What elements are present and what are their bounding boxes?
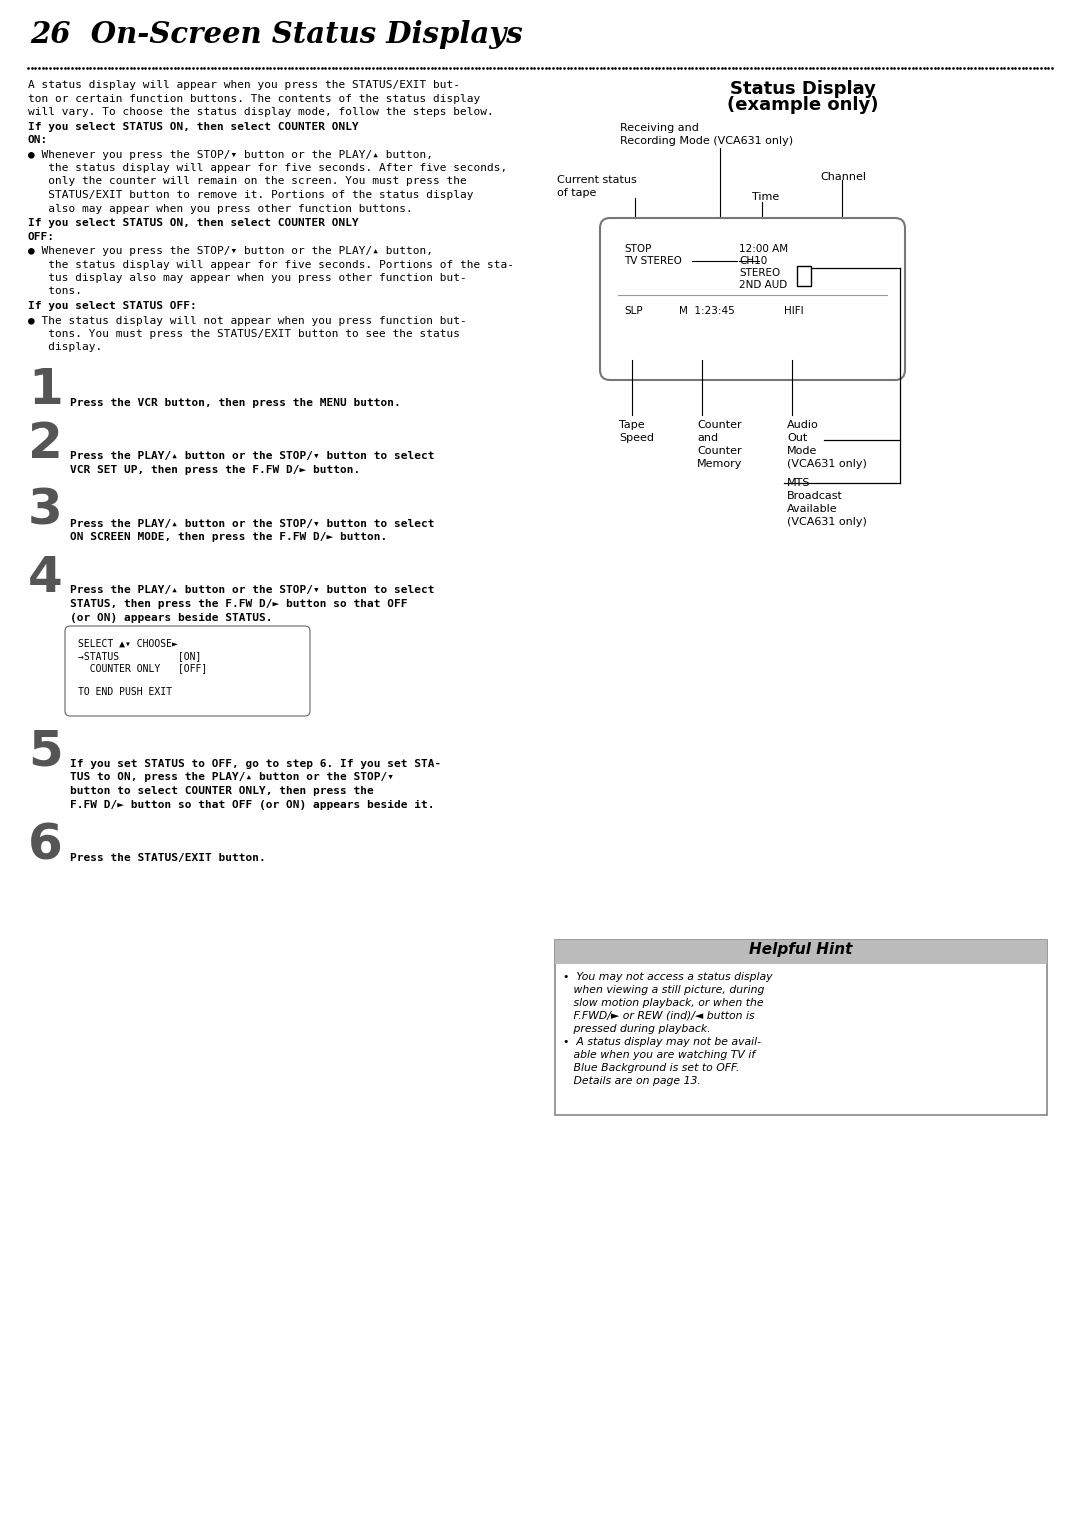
Text: Audio: Audio — [787, 419, 819, 430]
Text: Counter: Counter — [697, 419, 742, 430]
Text: 2: 2 — [28, 419, 63, 468]
Text: Out: Out — [787, 433, 807, 442]
Text: OFF:: OFF: — [28, 232, 55, 241]
Text: only the counter will remain on the screen. You must press the: only the counter will remain on the scre… — [28, 177, 467, 186]
Text: CH10: CH10 — [739, 256, 767, 265]
Text: Memory: Memory — [697, 459, 742, 470]
Text: Press the PLAY/▴ button or the STOP/▾ button to select: Press the PLAY/▴ button or the STOP/▾ bu… — [70, 586, 434, 595]
Text: SELECT ▲▾ CHOOSE►: SELECT ▲▾ CHOOSE► — [78, 639, 178, 650]
Text: Press the VCR button, then press the MENU button.: Press the VCR button, then press the MEN… — [70, 398, 401, 409]
Text: button to select COUNTER ONLY, then press the: button to select COUNTER ONLY, then pres… — [70, 785, 374, 796]
Text: tons. You must press the STATUS/EXIT button to see the status: tons. You must press the STATUS/EXIT but… — [28, 329, 460, 339]
Text: Status Display: Status Display — [730, 79, 876, 98]
Text: Speed: Speed — [619, 433, 654, 442]
Text: ON SCREEN MODE, then press the F.FW D/► button.: ON SCREEN MODE, then press the F.FW D/► … — [70, 532, 388, 541]
Text: VCR SET UP, then press the F.FW D/► button.: VCR SET UP, then press the F.FW D/► butt… — [70, 465, 361, 474]
Text: Press the PLAY/▴ button or the STOP/▾ button to select: Press the PLAY/▴ button or the STOP/▾ bu… — [70, 518, 434, 529]
Text: Tape: Tape — [619, 419, 645, 430]
Text: ● The status display will not appear when you press function but-: ● The status display will not appear whe… — [28, 316, 467, 325]
Text: A status display will appear when you press the STATUS/EXIT but-: A status display will appear when you pr… — [28, 79, 460, 90]
Text: F.FWD/► or REW (ind)/◄ button is: F.FWD/► or REW (ind)/◄ button is — [563, 1011, 755, 1022]
Text: tus display also may appear when you press other function but-: tus display also may appear when you pre… — [28, 273, 467, 284]
Bar — [797, 265, 811, 287]
Text: Mode: Mode — [787, 445, 818, 456]
Text: TUS to ON, press the PLAY/▴ button or the STOP/▾: TUS to ON, press the PLAY/▴ button or th… — [70, 773, 394, 782]
Text: 4: 4 — [28, 554, 63, 601]
Text: 5: 5 — [28, 727, 63, 775]
Text: •  You may not access a status display: • You may not access a status display — [563, 971, 772, 982]
Text: Blue Background is set to OFF.: Blue Background is set to OFF. — [563, 1063, 740, 1074]
Text: STOP: STOP — [624, 244, 651, 255]
Text: If you select STATUS ON, then select COUNTER ONLY: If you select STATUS ON, then select COU… — [28, 218, 359, 229]
Text: and: and — [697, 433, 718, 442]
Text: Press the PLAY/▴ button or the STOP/▾ button to select: Press the PLAY/▴ button or the STOP/▾ bu… — [70, 451, 434, 462]
Text: •  A status display may not be avail-: • A status display may not be avail- — [563, 1037, 761, 1048]
Text: COUNTER ONLY   [OFF]: COUNTER ONLY [OFF] — [78, 663, 207, 673]
FancyBboxPatch shape — [600, 218, 905, 380]
Text: of tape: of tape — [557, 188, 596, 198]
Text: M  1:23:45: M 1:23:45 — [679, 307, 734, 316]
Text: TV STEREO: TV STEREO — [624, 256, 681, 265]
Text: when viewing a still picture, during: when viewing a still picture, during — [563, 985, 765, 994]
Text: able when you are watching TV if: able when you are watching TV if — [563, 1051, 755, 1060]
Text: (or ON) appears beside STATUS.: (or ON) appears beside STATUS. — [70, 613, 272, 622]
Text: HIFI: HIFI — [784, 307, 804, 316]
Text: STATUS/EXIT button to remove it. Portions of the status display: STATUS/EXIT button to remove it. Portion… — [28, 191, 473, 200]
Text: SLP: SLP — [624, 307, 643, 316]
Text: Available: Available — [787, 503, 838, 514]
Bar — [555, 939, 1047, 964]
Text: Recording Mode (VCA631 only): Recording Mode (VCA631 only) — [620, 136, 793, 146]
Text: slow motion playback, or when the: slow motion playback, or when the — [563, 997, 764, 1008]
Text: 12:00 AM: 12:00 AM — [739, 244, 788, 255]
Text: Press the STATUS/EXIT button.: Press the STATUS/EXIT button. — [70, 852, 266, 863]
Bar — [555, 939, 1047, 1115]
Text: the status display will appear for five seconds. After five seconds,: the status display will appear for five … — [28, 163, 508, 172]
Text: Broadcast: Broadcast — [787, 491, 842, 502]
Text: ON:: ON: — [28, 136, 49, 145]
Text: →STATUS          [ON]: →STATUS [ON] — [78, 651, 201, 660]
Text: STEREO: STEREO — [739, 268, 780, 278]
Text: Counter: Counter — [697, 445, 742, 456]
Text: 6: 6 — [28, 820, 63, 869]
Text: the status display will appear for five seconds. Portions of the sta-: the status display will appear for five … — [28, 259, 514, 270]
Text: Current status: Current status — [557, 175, 637, 185]
Text: ● Whenever you press the STOP/▾ button or the PLAY/▴ button,: ● Whenever you press the STOP/▾ button o… — [28, 246, 433, 256]
Text: MTS: MTS — [787, 477, 810, 488]
Text: 2ND AUD: 2ND AUD — [739, 281, 787, 290]
Text: Receiving and: Receiving and — [620, 124, 699, 133]
Text: 26  On-Screen Status Displays: 26 On-Screen Status Displays — [30, 20, 523, 49]
Text: tons.: tons. — [28, 287, 82, 296]
Text: ton or certain function buttons. The contents of the status display: ton or certain function buttons. The con… — [28, 93, 481, 104]
Text: (VCA631 only): (VCA631 only) — [787, 517, 867, 528]
Text: (example only): (example only) — [727, 96, 879, 114]
Text: 3: 3 — [28, 486, 63, 534]
Text: If you select STATUS OFF:: If you select STATUS OFF: — [28, 300, 197, 311]
Text: also may appear when you press other function buttons.: also may appear when you press other fun… — [28, 203, 413, 214]
Text: ● Whenever you press the STOP/▾ button or the PLAY/▴ button,: ● Whenever you press the STOP/▾ button o… — [28, 149, 433, 160]
Text: If you select STATUS ON, then select COUNTER ONLY: If you select STATUS ON, then select COU… — [28, 122, 359, 131]
Text: STATUS, then press the F.FW D/► button so that OFF: STATUS, then press the F.FW D/► button s… — [70, 599, 407, 608]
Text: display.: display. — [28, 343, 103, 352]
Text: TO END PUSH EXIT: TO END PUSH EXIT — [78, 686, 172, 697]
Text: Time: Time — [752, 192, 780, 201]
Text: Helpful Hint: Helpful Hint — [750, 942, 853, 958]
Text: 1: 1 — [28, 366, 63, 413]
Text: will vary. To choose the status display mode, follow the steps below.: will vary. To choose the status display … — [28, 107, 494, 117]
Text: Channel: Channel — [820, 172, 866, 181]
Text: pressed during playback.: pressed during playback. — [563, 1023, 711, 1034]
Text: (VCA631 only): (VCA631 only) — [787, 459, 867, 470]
FancyBboxPatch shape — [65, 625, 310, 717]
Text: If you set STATUS to OFF, go to step 6. If you set STA-: If you set STATUS to OFF, go to step 6. … — [70, 759, 442, 769]
Text: Details are on page 13.: Details are on page 13. — [563, 1077, 701, 1086]
Text: F.FW D/► button so that OFF (or ON) appears beside it.: F.FW D/► button so that OFF (or ON) appe… — [70, 799, 434, 810]
